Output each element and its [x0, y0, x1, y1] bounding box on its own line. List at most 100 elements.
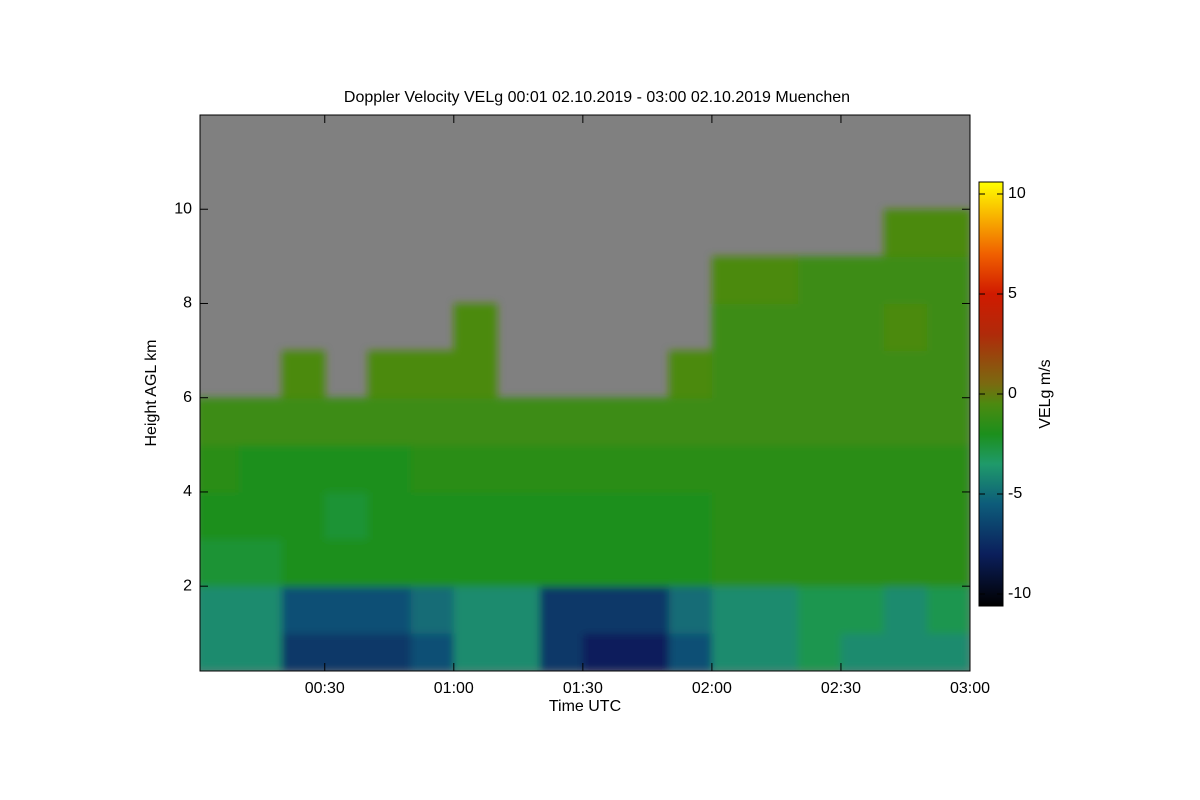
heatmap-cell: [496, 444, 541, 493]
heatmap-cell: [840, 303, 885, 352]
x-tick-label: 03:00: [950, 680, 990, 697]
heatmap-cell: [453, 491, 498, 540]
heatmap-cell: [410, 491, 455, 540]
heatmap-cell: [668, 539, 713, 587]
heatmap-cell: [238, 586, 283, 634]
heatmap-cell: [797, 350, 842, 399]
colorbar-tick-label: 5: [1008, 285, 1017, 302]
heatmap-cell: [453, 303, 498, 352]
heatmap-cell: [797, 303, 842, 352]
heatmap-cell: [754, 586, 799, 634]
heatmap-cell: [367, 633, 412, 671]
heatmap-cell: [200, 633, 240, 671]
heatmap-cell: [281, 444, 326, 493]
heatmap-cell: [840, 586, 885, 634]
x-tick-label: 01:00: [434, 680, 474, 697]
heatmap-cell: [200, 586, 240, 634]
heatmap-cell: [883, 397, 928, 446]
heatmap-cell: [281, 350, 326, 399]
heatmap-cell: [367, 586, 412, 634]
heatmap-cell: [410, 633, 455, 671]
x-tick-label: 01:30: [563, 680, 603, 697]
heatmap-cell: [453, 397, 498, 446]
heatmap-cell: [625, 539, 670, 587]
heatmap-cell: [410, 539, 455, 587]
heatmap-cell: [539, 444, 584, 493]
heatmap-cell: [582, 539, 627, 587]
heatmap-cell: [711, 633, 756, 671]
heatmap-cell: [496, 586, 541, 634]
heatmap-cell: [324, 539, 369, 587]
colorbar-label: VELg m/s: [1037, 359, 1054, 428]
heatmap-cell: [582, 491, 627, 540]
heatmap-cell: [324, 397, 369, 446]
heatmap-cell: [926, 491, 970, 540]
heatmap-cell: [883, 586, 928, 634]
x-axis-label: Time UTC: [549, 698, 621, 715]
heatmap-cell: [754, 397, 799, 446]
heatmap-cell: [200, 539, 240, 587]
heatmap-cell: [883, 303, 928, 352]
heatmap-cell: [367, 539, 412, 587]
heatmap-cell: [453, 586, 498, 634]
heatmap-cell: [367, 444, 412, 493]
heatmap-cell: [754, 350, 799, 399]
heatmap-cell: [582, 444, 627, 493]
heatmap-cell: [324, 444, 369, 493]
heatmap-cell: [754, 256, 799, 304]
chart-title: Doppler Velocity VELg 00:01 02.10.2019 -…: [344, 89, 850, 106]
heatmap-cell: [797, 539, 842, 587]
heatmap-cell: [453, 444, 498, 493]
heatmap-cell: [281, 633, 326, 671]
heatmap-cell: [926, 397, 970, 446]
heatmap-cell: [625, 397, 670, 446]
heatmap-cell: [840, 350, 885, 399]
heatmap-cell: [883, 350, 928, 399]
heatmap-cell: [840, 491, 885, 540]
axes: 00:30 01:00 01:30 02:00 02:30 03:00 2 4 6 8 10 -10 -…: [174, 115, 1031, 697]
heatmap-cell: [625, 491, 670, 540]
y-tick-label: 8: [183, 295, 192, 312]
heatmap-cell: [496, 633, 541, 671]
heatmap-cell: [883, 633, 928, 671]
heatmap-cell: [883, 256, 928, 304]
y-axis-label: Height AGL km: [143, 339, 160, 446]
heatmap-cell: [539, 586, 584, 634]
heatmap-cell: [883, 491, 928, 540]
heatmap-cell: [926, 303, 970, 352]
heatmap-cell: [410, 444, 455, 493]
heatmap-cell: [200, 491, 240, 540]
plot-frame: [199, 114, 971, 672]
heatmap-cell: [281, 586, 326, 634]
heatmap-cell: [238, 491, 283, 540]
colorbar-tick-label: 10: [1008, 185, 1026, 202]
heatmap-cell: [668, 491, 713, 540]
heatmap-cell: [496, 491, 541, 540]
heatmap-cell: [711, 256, 756, 304]
y-tick-label: 2: [183, 577, 192, 594]
heatmap-cell: [582, 633, 627, 671]
heatmap-cell: [410, 586, 455, 634]
heatmap-cell: [754, 539, 799, 587]
heatmap-cell: [926, 586, 970, 634]
heatmap-cell: [711, 491, 756, 540]
heatmap-cell: [754, 303, 799, 352]
heatmap-cell: [840, 539, 885, 587]
heatmap-cell: [754, 444, 799, 493]
heatmap-cell: [711, 586, 756, 634]
heatmap-cell: [711, 539, 756, 587]
heatmap-cell: [367, 491, 412, 540]
heatmap-cell: [883, 209, 928, 257]
heatmap-cell: [582, 397, 627, 446]
heatmap-cell: [668, 586, 713, 634]
heatmap-cell: [883, 539, 928, 587]
heatmap-cell: [926, 209, 970, 257]
heatmap-cell: [281, 491, 326, 540]
heatmap-cell: [668, 444, 713, 493]
heatmap-cell: [926, 444, 970, 493]
heatmap-cell: [238, 539, 283, 587]
y-tick-label: 6: [183, 389, 192, 406]
heatmap-cell: [324, 491, 369, 540]
heatmap-cell: [410, 397, 455, 446]
